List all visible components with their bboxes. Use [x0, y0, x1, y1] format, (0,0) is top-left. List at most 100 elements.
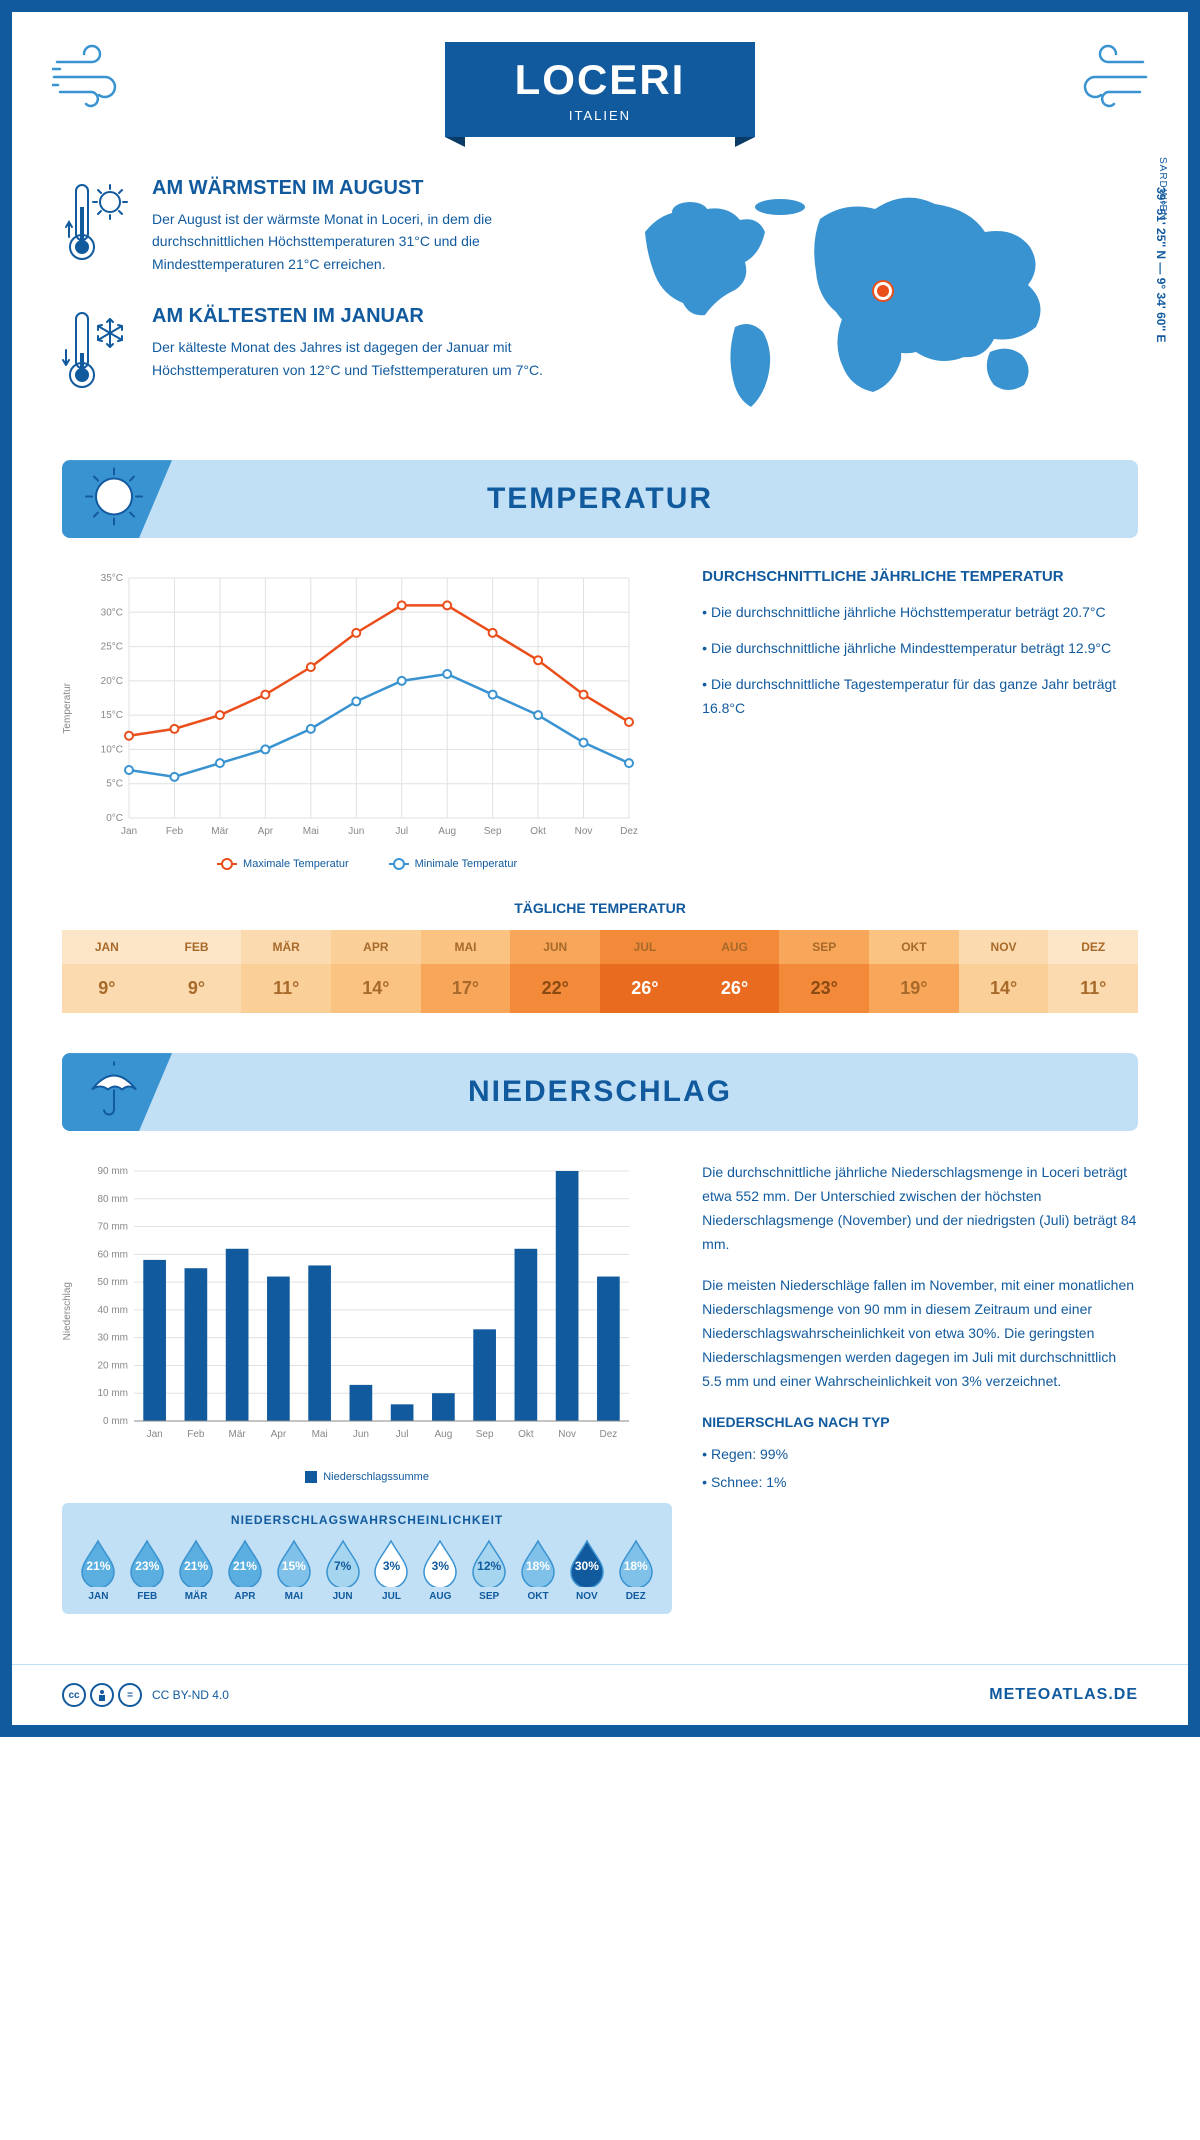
temp-cell: DEZ11°	[1048, 930, 1138, 1013]
svg-text:80 mm: 80 mm	[97, 1194, 128, 1205]
world-map-svg	[620, 177, 1080, 417]
precip-type-item: • Regen: 99%	[702, 1443, 1138, 1467]
temperature-legend: Maximale TemperaturMinimale Temperatur	[62, 858, 672, 870]
svg-text:Apr: Apr	[271, 1429, 287, 1440]
temp-y-label: Temperatur	[62, 683, 73, 734]
license-text: CC BY-ND 4.0	[152, 1688, 229, 1702]
wind-icon	[52, 42, 142, 117]
svg-text:Apr: Apr	[258, 826, 274, 837]
svg-text:Sep: Sep	[476, 1429, 494, 1440]
infographic-frame: LOCERI ITALIEN AM WÄRMSTEN IM AUGUST Der…	[0, 0, 1200, 1737]
svg-text:Jul: Jul	[395, 826, 408, 837]
temp-cell: OKT19°	[869, 930, 959, 1013]
svg-text:Sep: Sep	[484, 826, 502, 837]
legend-item: Minimale Temperatur	[389, 858, 518, 870]
svg-text:Mai: Mai	[303, 826, 319, 837]
probability-drop: 12%SEP	[467, 1537, 512, 1602]
precipitation-chart: Niederschlag 0 mm10 mm20 mm30 mm40 mm50 …	[62, 1161, 672, 1614]
svg-text:15°C: 15°C	[101, 710, 123, 721]
precip-type-heading: NIEDERSCHLAG NACH TYP	[702, 1411, 1138, 1435]
wind-icon	[1058, 42, 1148, 117]
temp-cell: MAI17°	[421, 930, 511, 1013]
svg-text:60 mm: 60 mm	[97, 1250, 128, 1261]
page-subtitle: ITALIEN	[515, 108, 686, 123]
probability-drop: 15%MAI	[271, 1537, 316, 1602]
svg-text:Jun: Jun	[348, 826, 364, 837]
cc-icon: cc	[62, 1683, 86, 1707]
svg-text:90 mm: 90 mm	[97, 1166, 128, 1177]
probability-drop: 18%DEZ	[613, 1537, 658, 1602]
svg-text:Okt: Okt	[530, 826, 546, 837]
precipitation-header: NIEDERSCHLAG	[62, 1053, 1138, 1131]
svg-text:Aug: Aug	[434, 1429, 452, 1440]
svg-text:Jul: Jul	[396, 1429, 409, 1440]
temp-info-heading: DURCHSCHNITTLICHE JÄHRLICHE TEMPERATUR	[702, 568, 1138, 585]
nd-icon: =	[118, 1683, 142, 1707]
probability-drop: 7%JUN	[320, 1537, 365, 1602]
header: LOCERI ITALIEN	[12, 12, 1188, 157]
svg-text:Feb: Feb	[166, 826, 184, 837]
precip-paragraph: Die durchschnittliche jährliche Niedersc…	[702, 1161, 1138, 1256]
svg-text:30 mm: 30 mm	[97, 1333, 128, 1344]
temp-cell: JUL26°	[600, 930, 690, 1013]
svg-text:Mär: Mär	[211, 826, 229, 837]
intro-facts: AM WÄRMSTEN IM AUGUST Der August ist der…	[62, 177, 580, 430]
temp-info-bullet: • Die durchschnittliche Tagestemperatur …	[702, 673, 1138, 721]
svg-text:Mär: Mär	[229, 1429, 247, 1440]
probability-drop: 3%JUL	[369, 1537, 414, 1602]
daily-temperature: TÄGLICHE TEMPERATUR JAN9°FEB9°MÄR11°APR1…	[62, 900, 1138, 1013]
probability-drop: 3%AUG	[418, 1537, 463, 1602]
precip-y-label: Niederschlag	[62, 1282, 73, 1340]
by-icon	[90, 1683, 114, 1707]
probability-drop: 21%APR	[223, 1537, 268, 1602]
world-map: SARDINIEN 39° 51' 25'' N — 9° 34' 60'' E	[620, 177, 1138, 430]
temp-info-bullet: • Die durchschnittliche jährliche Höchst…	[702, 601, 1138, 625]
daily-temp-table: JAN9°FEB9°MÄR11°APR14°MAI17°JUN22°JUL26°…	[62, 930, 1138, 1013]
svg-text:Okt: Okt	[518, 1429, 534, 1440]
probability-drop: 18%OKT	[516, 1537, 561, 1602]
svg-text:0 mm: 0 mm	[103, 1416, 128, 1427]
svg-text:Jun: Jun	[353, 1429, 369, 1440]
svg-text:25°C: 25°C	[101, 642, 123, 653]
temp-cell: AUG26°	[690, 930, 780, 1013]
svg-text:70 mm: 70 mm	[97, 1222, 128, 1233]
precip-legend-label: Niederschlagssumme	[323, 1471, 429, 1483]
content: AM WÄRMSTEN IM AUGUST Der August ist der…	[12, 157, 1188, 1664]
svg-text:0°C: 0°C	[106, 813, 123, 824]
temperature-chart: Temperatur 0°C5°C10°C15°C20°C25°C30°C35°…	[62, 568, 672, 870]
svg-text:20°C: 20°C	[101, 676, 123, 687]
svg-text:Dez: Dez	[599, 1429, 617, 1440]
coordinates: 39° 51' 25'' N — 9° 34' 60'' E	[1154, 187, 1168, 342]
svg-text:Mai: Mai	[312, 1429, 328, 1440]
umbrella-icon	[82, 1058, 146, 1127]
precip-type-item: • Schnee: 1%	[702, 1471, 1138, 1495]
svg-text:20 mm: 20 mm	[97, 1361, 128, 1372]
svg-text:Nov: Nov	[575, 826, 593, 837]
temp-cell: APR14°	[331, 930, 421, 1013]
prob-heading: NIEDERSCHLAGSWAHRSCHEINLICHKEIT	[76, 1513, 658, 1527]
temp-cell: NOV14°	[959, 930, 1049, 1013]
temp-cell: SEP23°	[779, 930, 869, 1013]
svg-text:30°C: 30°C	[101, 607, 123, 618]
svg-text:Nov: Nov	[558, 1429, 576, 1440]
svg-text:10 mm: 10 mm	[97, 1388, 128, 1399]
warmest-fact: AM WÄRMSTEN IM AUGUST Der August ist der…	[62, 177, 580, 275]
temp-cell: JAN9°	[62, 930, 152, 1013]
svg-text:5°C: 5°C	[106, 779, 123, 790]
thermometer-sun-icon	[62, 177, 132, 275]
precipitation-info: Die durchschnittliche jährliche Niedersc…	[702, 1161, 1138, 1614]
temp-cell: MÄR11°	[241, 930, 331, 1013]
page-title: LOCERI	[515, 56, 686, 104]
temperature-header: TEMPERATUR	[62, 460, 1138, 538]
daily-temp-heading: TÄGLICHE TEMPERATUR	[62, 900, 1138, 916]
svg-text:Feb: Feb	[187, 1429, 205, 1440]
svg-text:Dez: Dez	[620, 826, 638, 837]
coldest-text: Der kälteste Monat des Jahres ist dagege…	[152, 336, 580, 381]
sun-icon	[82, 465, 146, 534]
probability-drop: 23%FEB	[125, 1537, 170, 1602]
bar-chart-svg: 0 mm10 mm20 mm30 mm40 mm50 mm60 mm70 mm8…	[79, 1161, 639, 1461]
precipitation-probability: NIEDERSCHLAGSWAHRSCHEINLICHKEIT 21%JAN23…	[62, 1503, 672, 1614]
svg-text:10°C: 10°C	[101, 745, 123, 756]
intro-section: AM WÄRMSTEN IM AUGUST Der August ist der…	[62, 177, 1138, 430]
temp-info-bullet: • Die durchschnittliche jährliche Mindes…	[702, 637, 1138, 661]
